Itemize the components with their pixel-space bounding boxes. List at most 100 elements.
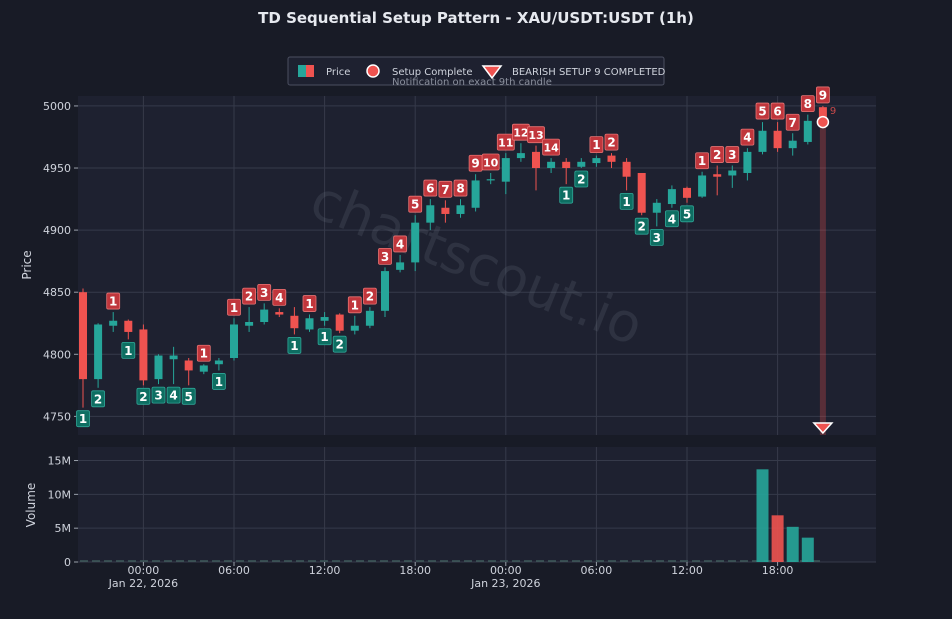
td-count-label-box xyxy=(181,387,196,405)
td-count-label-text: 5 xyxy=(185,390,193,404)
td-count-label: 2 xyxy=(710,146,725,163)
price-y-tick-label: 4750 xyxy=(43,410,71,423)
td-count-label-text: 6 xyxy=(426,182,434,196)
td-count-label: 5 xyxy=(680,205,694,223)
candle-body xyxy=(773,130,782,149)
candle-body xyxy=(698,175,707,197)
candle-body xyxy=(501,158,510,182)
td-count-label: 10 xyxy=(481,153,500,171)
chart-title: TD Sequential Setup Pattern - XAU/USDT:U… xyxy=(258,9,694,27)
bearish-setup-triangle xyxy=(812,422,834,435)
td-count-label: 2 xyxy=(574,170,589,188)
td-count-label-box xyxy=(106,292,121,310)
td-count-label-text: 1 xyxy=(200,347,208,361)
legend-label-bearish-setup: BEARISH SETUP 9 COMPLETED xyxy=(512,67,666,78)
td-count-label-text: 5 xyxy=(758,105,766,119)
x-tick-label: 06:00 xyxy=(581,564,613,577)
candle-body xyxy=(818,107,827,119)
td-count-label-text: 3 xyxy=(653,231,661,245)
td-count-label: 13 xyxy=(527,126,545,144)
td-count-label-box xyxy=(785,113,800,131)
td-count-label-text: 1 xyxy=(622,195,630,209)
td-count-label: 1 xyxy=(619,192,634,210)
candle-body xyxy=(592,158,601,164)
candle-body xyxy=(139,329,148,381)
td-count-label: 2 xyxy=(242,287,257,305)
td-count-label-box xyxy=(453,179,468,197)
td-count-label-box xyxy=(574,170,589,188)
td-count-label-box xyxy=(362,287,377,305)
td-count-label-box xyxy=(332,335,347,353)
td-count-label-box xyxy=(287,337,302,354)
td-count-label-text: 1 xyxy=(592,138,600,152)
td-count-label-box xyxy=(816,86,830,104)
candle-body xyxy=(562,161,571,169)
td-count-label-text: 9 xyxy=(819,88,827,102)
volume-panel: 0 5M 10M 15M Volume xyxy=(24,447,876,569)
candle-body xyxy=(381,271,389,311)
candle-body xyxy=(290,315,299,329)
td-count-label-box xyxy=(196,344,211,362)
td-count-label-box xyxy=(393,235,408,253)
td-count-label: 1 xyxy=(589,136,604,154)
td-count-label-box xyxy=(649,228,664,246)
candle-body xyxy=(214,360,223,365)
td-count-label-text: 1 xyxy=(351,298,359,312)
td-count-label-text: 2 xyxy=(577,173,585,187)
td-count-label-text: 4 xyxy=(743,131,751,145)
td-count-label-box xyxy=(619,192,634,210)
td-count-label: 2 xyxy=(332,335,347,353)
candle-body xyxy=(169,355,178,360)
td-count-label-text: 4 xyxy=(169,389,177,403)
td-count-label-box xyxy=(242,287,257,305)
td-count-label: 3 xyxy=(725,146,740,163)
td-count-label-box xyxy=(211,373,226,390)
td-count-label-text: 9 xyxy=(471,157,479,171)
candle-body xyxy=(637,172,646,213)
legend-label-setup-complete: Setup Complete xyxy=(392,67,472,78)
td-count-label-box xyxy=(496,133,515,151)
volume-y-tick-label: 5M xyxy=(55,522,72,535)
x-tick-label: 18:00 xyxy=(399,564,431,577)
td-count-label-box xyxy=(76,410,90,428)
td-count-label-box xyxy=(589,136,604,154)
td-count-label-text: 2 xyxy=(139,390,147,404)
candle-body xyxy=(743,151,752,173)
td-count-label-text: 6 xyxy=(773,105,781,119)
td-count-label: 8 xyxy=(453,179,468,197)
price-y-tick-label: 4800 xyxy=(43,348,71,361)
td-count-label-text: 1 xyxy=(109,295,117,309)
td-count-label-text: 2 xyxy=(638,220,646,234)
volume-y-tick-label: 10M xyxy=(48,488,72,501)
td-count-label: 2 xyxy=(362,287,377,305)
td-count-label-box xyxy=(121,341,136,359)
candle-body xyxy=(184,360,193,371)
candle-body xyxy=(456,205,465,214)
candle-body xyxy=(79,292,87,380)
x-tick-label: 12:00 xyxy=(671,564,703,577)
td-count-label-box xyxy=(481,153,500,171)
td-count-label-text: 10 xyxy=(483,156,499,169)
candle-body xyxy=(471,180,480,208)
td-count-label-box xyxy=(680,205,694,223)
volume-y-tick-label: 0 xyxy=(64,556,71,569)
candle-body xyxy=(230,324,238,359)
td-count-label: 11 xyxy=(496,133,515,151)
td-count-label: 4 xyxy=(740,128,755,146)
td-count-label-box xyxy=(272,288,287,306)
candle-body xyxy=(109,320,118,326)
candle-body xyxy=(652,202,661,213)
td-count-label: 3 xyxy=(257,283,272,301)
td-count-label-box xyxy=(559,186,574,204)
td-count-label: 4 xyxy=(272,288,287,306)
volume-axis-label: Volume xyxy=(24,483,38,528)
td-count-label: 1 xyxy=(559,186,574,204)
td-count-label-box xyxy=(227,298,241,316)
td-count-label: 5 xyxy=(755,102,770,120)
td-count-label: 3 xyxy=(378,247,392,265)
candle-body xyxy=(516,153,525,159)
candle-body xyxy=(426,205,435,223)
legend: Price Setup Complete BEARISH SETUP 9 COM… xyxy=(287,56,666,88)
x-tick-label: 00:00 xyxy=(128,564,160,577)
